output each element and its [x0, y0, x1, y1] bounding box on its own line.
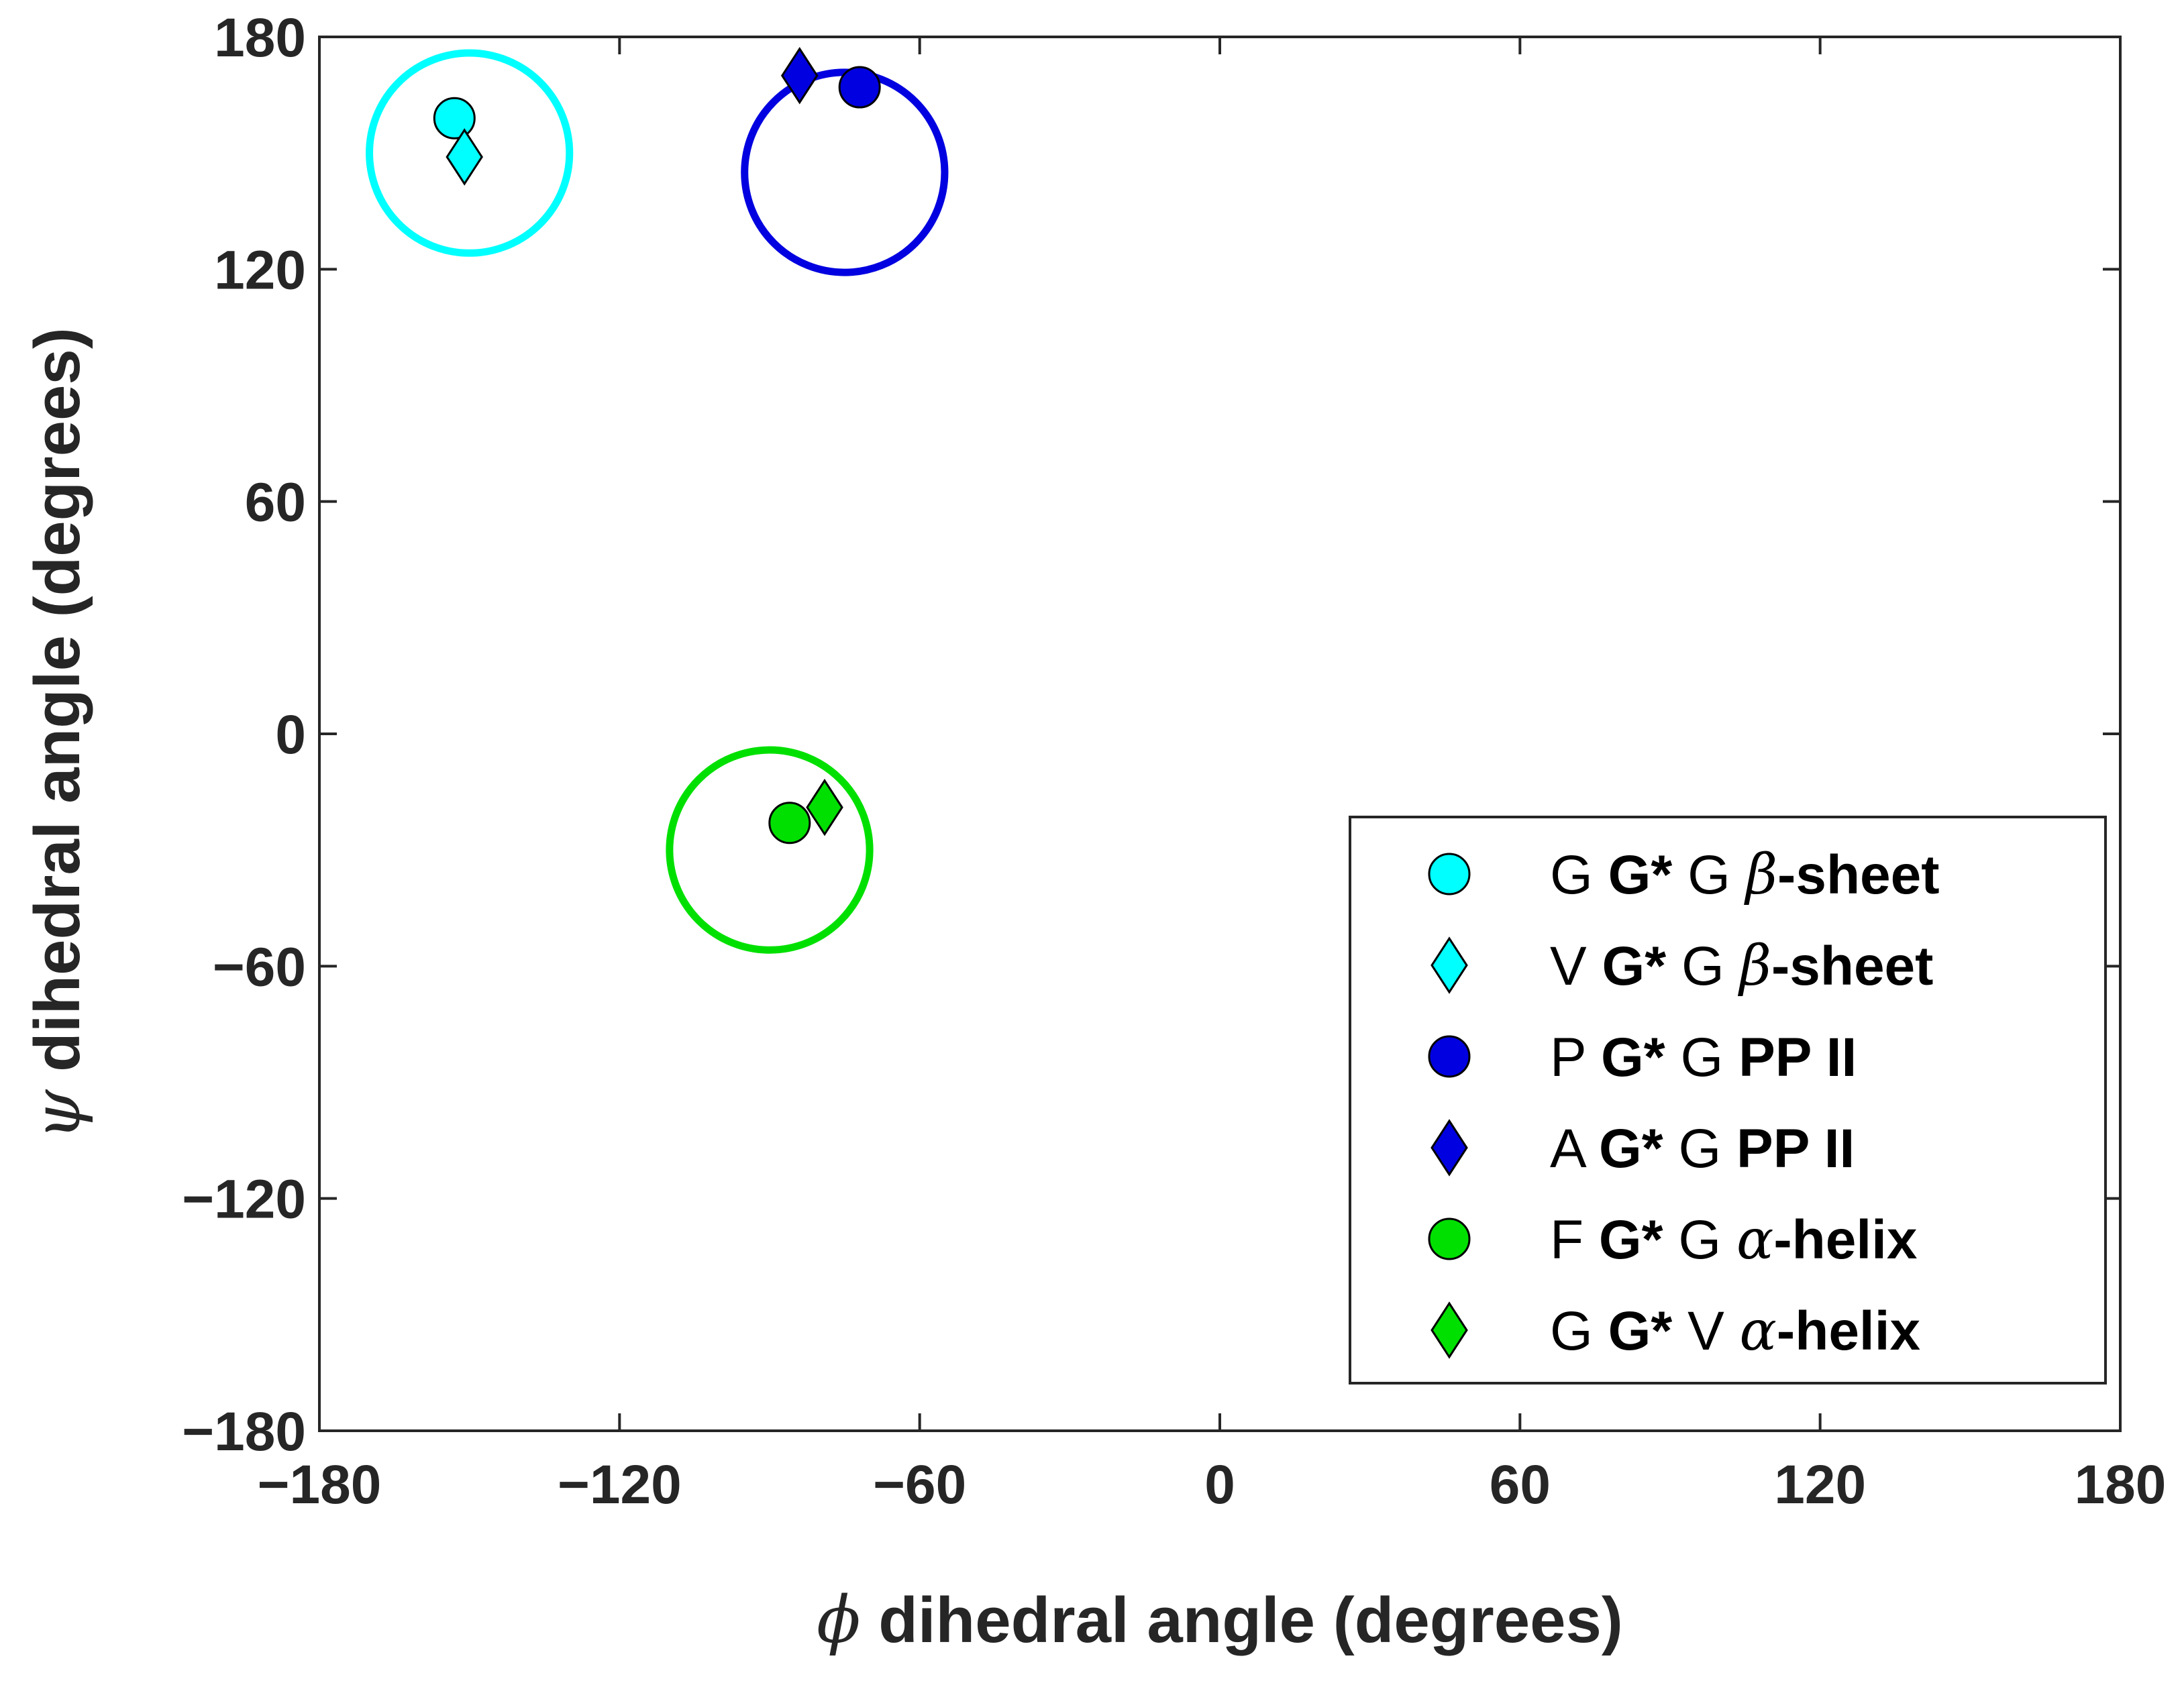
legend-label-middle: G [1663, 1209, 1736, 1270]
legend-label-structure: PP II [1736, 1118, 1855, 1179]
x-axis-label: ϕ dihedral angle (degrees) [817, 1582, 1623, 1658]
data-point-circle [433, 97, 476, 140]
x-tick-label: −180 [258, 1454, 382, 1515]
legend-label-residue: G* [1602, 936, 1666, 997]
data-point-diamond [806, 778, 843, 836]
legend-label-prefix: V [1550, 936, 1602, 997]
y-tick-label: 120 [214, 239, 306, 301]
legend-marker-circle [1428, 1035, 1471, 1078]
y-tick-label: 0 [275, 704, 306, 765]
x-axis-symbol: ϕ [817, 1582, 860, 1658]
legend-label-middle: G [1665, 1027, 1738, 1088]
legend-label: A G* G PP II [1550, 1118, 1855, 1179]
data-point-circle [838, 66, 881, 109]
legend-label-greek: α [1740, 1299, 1777, 1363]
legend-label: G G* G β-sheet [1550, 843, 1940, 907]
axis-tick-labels: −180 −120 −60 0 60 120 180 −180 −120 −60 0 60 120 180 [182, 7, 2166, 1515]
x-tick-label: 180 [2075, 1454, 2167, 1515]
legend-box [1349, 816, 2107, 1385]
y-tick-label: 180 [214, 7, 306, 68]
x-tick-label: −60 [873, 1454, 966, 1515]
legend-label-structure: -helix [1777, 1301, 1920, 1362]
legend-marker-circle [1428, 853, 1471, 895]
legend-label-middle: G [1663, 1118, 1736, 1179]
legend-label: G G* V α-helix [1550, 1299, 1920, 1363]
legend-marker-diamond [1431, 936, 1468, 994]
legend-label-structure: -sheet [1777, 845, 1940, 906]
data-point-diamond [780, 46, 819, 105]
legend-label-prefix: G [1550, 845, 1608, 906]
legend-label-prefix: P [1550, 1027, 1601, 1088]
region-circle-alpha-helix [666, 746, 874, 954]
region-circle-beta-sheet [366, 49, 574, 257]
x-tick-label: −120 [558, 1454, 682, 1515]
legend-marker-diamond [1431, 1301, 1468, 1359]
legend-label: V G* G β-sheet [1550, 934, 1933, 998]
y-axis-text: dihedral angle (degrees) [21, 327, 93, 1089]
legend-label: P G* G PP II [1550, 1027, 1857, 1088]
legend-marker-circle [1428, 1217, 1471, 1260]
y-tick-label: −60 [213, 936, 306, 997]
x-tick-label: 0 [1204, 1454, 1235, 1515]
y-axis-label: ψ dihedral angle (degrees) [19, 327, 95, 1140]
data-points [433, 46, 881, 845]
legend-label-middle: G [1666, 936, 1739, 997]
legend-label-residue: G* [1608, 845, 1673, 906]
x-axis-text: dihedral angle (degrees) [861, 1584, 1623, 1656]
legend-label-prefix: F [1550, 1209, 1599, 1270]
legend-label-greek: α [1736, 1208, 1773, 1272]
legend-label-greek: β [1738, 934, 1771, 998]
legend-label-greek: β [1744, 843, 1777, 907]
y-axis-symbol: ψ [19, 1089, 95, 1140]
data-point-circle [768, 802, 811, 845]
legend-label: F G* G α-helix [1550, 1208, 1917, 1272]
legend-label-prefix: A [1550, 1118, 1599, 1179]
data-point-diamond [446, 128, 484, 186]
x-tick-label: 120 [1774, 1454, 1866, 1515]
y-tick-label: −180 [182, 1401, 306, 1462]
y-tick-label: −120 [182, 1169, 306, 1230]
legend-label-residue: G* [1608, 1301, 1673, 1362]
legend-label-residue: G* [1601, 1027, 1665, 1088]
legend-label-residue: G* [1599, 1118, 1663, 1179]
legend-label-middle: G [1672, 845, 1745, 906]
legend-marker-diamond [1431, 1119, 1468, 1177]
legend-label-residue: G* [1599, 1209, 1663, 1270]
y-tick-label: 60 [245, 472, 306, 533]
legend-label-structure: PP II [1738, 1027, 1857, 1088]
axis-ticks [318, 36, 2122, 1432]
x-tick-label: 60 [1490, 1454, 1551, 1515]
legend-label-middle: V [1672, 1301, 1739, 1362]
legend-label-structure: -helix [1773, 1209, 1917, 1270]
legend-label-prefix: G [1550, 1301, 1608, 1362]
legend-label-structure: -sheet [1771, 936, 1934, 997]
